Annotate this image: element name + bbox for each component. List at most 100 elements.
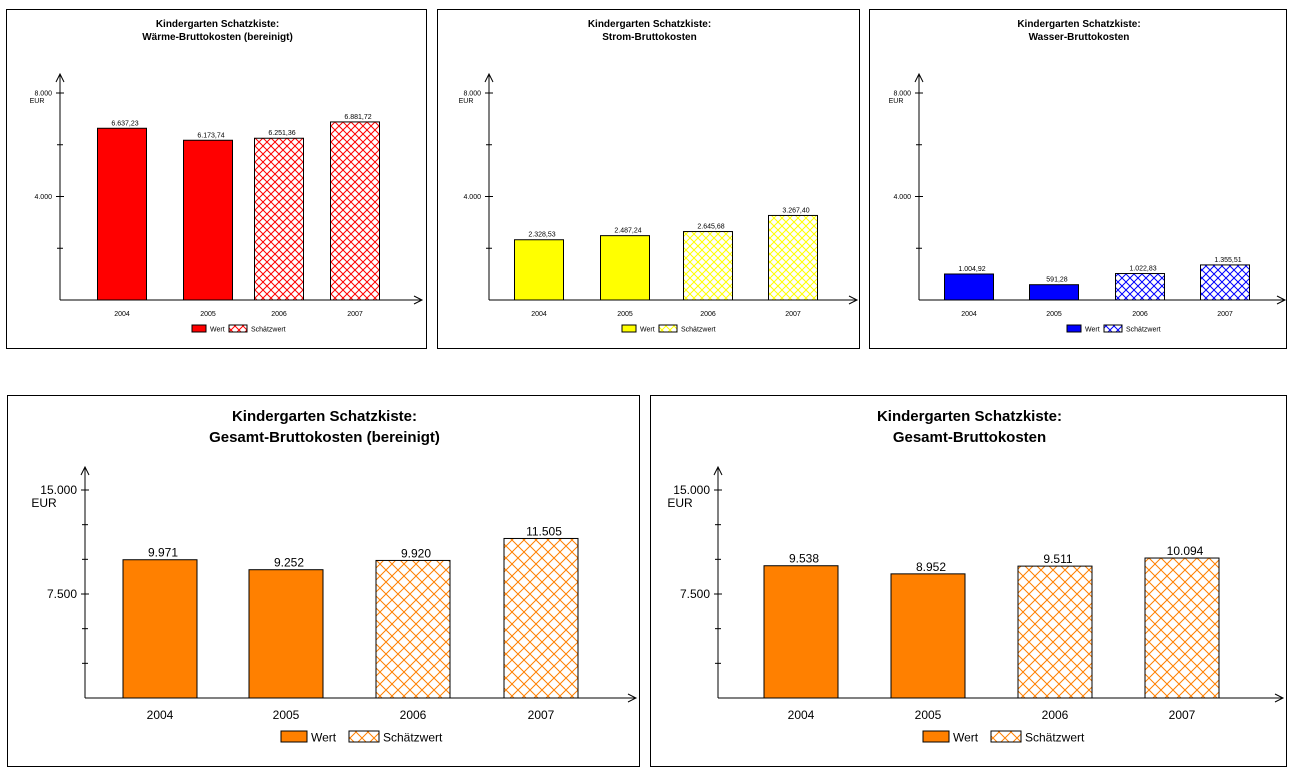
value-label-2005: 2.487,24 [614,228,641,235]
y-unit-label: EUR [30,98,45,105]
x-tick-label-2004: 2004 [531,311,547,318]
chart-title-line1: Kindergarten Schatzkiste: [877,408,1062,425]
chart-title-line2: Wärme-Bruttokosten (bereinigt) [142,32,293,43]
chart-svg-gesamt-bereinigt: Kindergarten Schatzkiste: Gesamt-Bruttoko… [31,408,638,745]
y-tick-label: 4.000 [463,194,481,201]
y-tick-label: 8.000 [893,90,911,97]
x-tick-label-2007: 2007 [1169,708,1196,722]
x-tick-label-2006: 2006 [271,311,287,318]
value-label-2007: 10.094 [1167,544,1204,558]
x-axis-arrow [627,693,638,703]
bar-2004 [514,239,564,301]
y-tick-label: 7.500 [47,587,77,601]
chart-panel-gesamt-bereinigt: Kindergarten Schatzkiste: Gesamt-Bruttoko… [7,395,640,767]
x-tick-label-2007: 2007 [1217,311,1233,318]
bar-2005 [600,235,650,301]
bar-2007 [768,214,818,301]
legend-label-schaetzwert: Schätzwert [251,327,286,334]
x-tick-label-2006: 2006 [1132,311,1148,318]
bar-2005 [248,569,324,699]
x-tick-label-2004: 2004 [788,708,815,722]
legend-label-wert: Wert [210,327,225,334]
legend-swatch-schaetzwert [228,324,248,333]
x-axis-arrow [1276,295,1287,305]
legend-swatch-schaetzwert [1103,324,1123,333]
chart-svg-waerme: Kindergarten Schatzkiste: Wärme-Bruttokos… [30,19,424,334]
chart-svg-wasser: Kindergarten Schatzkiste: Wasser-Bruttoko… [889,19,1287,334]
chart-panel-gesamt: Kindergarten Schatzkiste: Gesamt-Bruttoko… [650,395,1287,767]
bar-2005 [1029,284,1079,301]
bar-2004 [763,565,839,699]
x-tick-label-2007: 2007 [785,311,801,318]
chart-panel-waerme: Kindergarten Schatzkiste: Wärme-Bruttokos… [6,9,427,349]
chart-title-line1: Kindergarten Schatzkiste: [588,19,711,30]
y-tick-label: 4.000 [34,194,52,201]
x-tick-label-2006: 2006 [700,311,716,318]
chart-title-line2: Strom-Bruttokosten [602,32,696,43]
value-label-2006: 9.920 [401,546,431,560]
x-axis-arrow [1274,693,1285,703]
x-tick-label-2004: 2004 [114,311,130,318]
x-axis-arrow [413,295,424,305]
legend-label-schaetzwert: Schätzwert [383,731,443,745]
y-tick-label: 8.000 [463,90,481,97]
x-tick-label-2006: 2006 [1042,708,1069,722]
legend-swatch-wert [280,730,308,743]
value-label-2006: 1.022,83 [1129,266,1156,273]
bar-2007 [1200,264,1250,301]
value-label-2005: 591,28 [1046,277,1068,284]
y-unit-label: EUR [459,98,474,105]
chart-title-line2: Wasser-Bruttokosten [1029,32,1130,43]
bar-2004 [944,273,994,301]
y-unit-label: EUR [667,496,693,510]
value-label-2007: 11.505 [526,524,562,538]
legend-swatch-wert [922,730,950,743]
x-tick-label-2005: 2005 [617,311,633,318]
value-label-2006: 9.511 [1043,552,1072,566]
bar-2005 [183,139,233,301]
x-tick-label-2005: 2005 [1046,311,1062,318]
legend-swatch-wert [191,324,207,333]
bar-2006 [1017,565,1093,699]
bar-2004 [122,559,198,699]
legend-label-schaetzwert: Schätzwert [681,327,716,334]
x-tick-label-2007: 2007 [347,311,363,318]
y-axis-arrow [484,72,494,83]
value-label-2005: 9.252 [274,556,304,570]
value-label-2004: 2.328,53 [528,232,555,239]
value-label-2004: 6.637,23 [111,120,138,127]
x-tick-label-2005: 2005 [915,708,942,722]
x-tick-label-2006: 2006 [400,708,427,722]
chart-title-line1: Kindergarten Schatzkiste: [156,19,279,30]
value-label-2004: 9.971 [148,546,178,560]
chart-title-line1: Kindergarten Schatzkiste: [232,408,417,425]
x-tick-label-2004: 2004 [961,311,977,318]
legend-swatch-wert [621,324,637,333]
legend-label-schaetzwert: Schätzwert [1025,731,1085,745]
legend-label-schaetzwert: Schätzwert [1126,327,1161,334]
chart-title-line1: Kindergarten Schatzkiste: [1017,19,1140,30]
chart-title-line2: Gesamt-Bruttokosten (bereinigt) [209,429,440,446]
value-label-2006: 6.251,36 [268,130,295,137]
bar-2007 [330,121,380,301]
legend-label-wert: Wert [640,327,655,334]
y-axis-arrow [713,465,723,476]
x-tick-label-2007: 2007 [528,708,555,722]
chart-panel-strom: Kindergarten Schatzkiste: Strom-Bruttokos… [437,9,860,349]
value-label-2007: 3.267,40 [782,207,809,214]
chart-title-line2: Gesamt-Bruttokosten [893,429,1046,446]
legend-label-wert: Wert [1085,327,1100,334]
bar-2006 [1115,273,1165,301]
legend-swatch-schaetzwert [990,730,1022,743]
y-tick-label: 7.500 [680,587,710,601]
chart-panel-wasser: Kindergarten Schatzkiste: Wasser-Bruttoko… [869,9,1287,349]
y-tick-label: 4.000 [893,194,911,201]
value-label-2007: 6.881,72 [344,114,371,121]
legend-label-wert: Wert [311,731,337,745]
value-label-2005: 8.952 [916,560,946,574]
y-tick-label: 8.000 [34,90,52,97]
y-unit-label: EUR [889,98,904,105]
legend-swatch-wert [1066,324,1082,333]
y-axis-arrow [914,72,924,83]
legend-swatch-schaetzwert [658,324,678,333]
